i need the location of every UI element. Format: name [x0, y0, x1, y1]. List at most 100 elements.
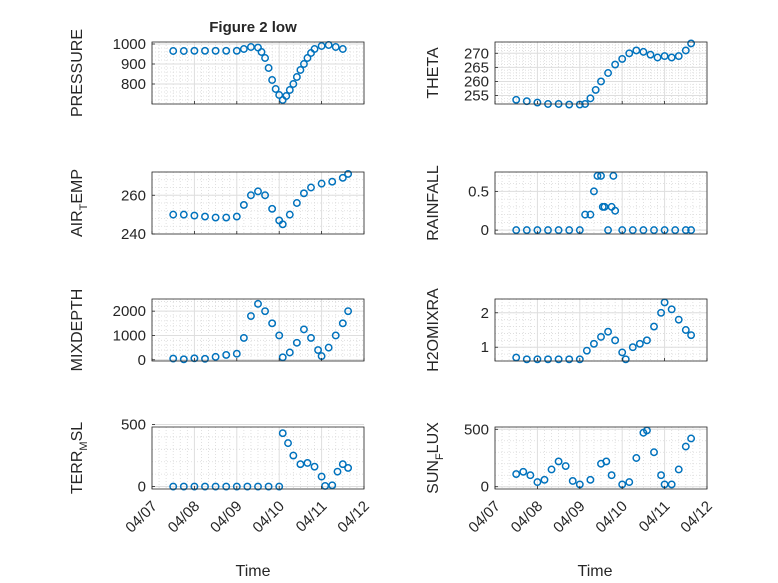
y-axis-label: MIXDEPTH [69, 289, 86, 372]
data-point [338, 173, 347, 182]
axes-box [151, 426, 365, 490]
data-point [602, 457, 611, 466]
data-point [650, 226, 658, 235]
axes-box [494, 426, 708, 490]
data-series [512, 298, 696, 364]
data-series [512, 426, 696, 489]
data-point [687, 331, 696, 340]
data-point [310, 45, 319, 53]
data-point [282, 92, 291, 100]
data-point [289, 80, 298, 88]
y-tick-label: 0 [138, 352, 146, 369]
data-point [593, 171, 602, 180]
data-point [565, 100, 574, 109]
axes-box [494, 41, 708, 105]
y-tick-label: 1 [481, 339, 489, 356]
data-point [201, 212, 209, 221]
data-point [190, 211, 199, 220]
data-point [642, 336, 651, 345]
data-series [169, 299, 353, 364]
data-point [589, 187, 598, 196]
data-point [190, 46, 199, 55]
data-point [299, 189, 308, 198]
data-point [169, 482, 178, 491]
axes-box [494, 171, 708, 235]
data-point [681, 326, 690, 334]
data-point [565, 226, 574, 235]
data-point [331, 331, 340, 340]
data-point [190, 354, 199, 363]
x-axis-label-right: Time [578, 563, 613, 580]
data-point [568, 477, 577, 485]
data-series [169, 41, 347, 104]
data-point [625, 49, 634, 58]
y-tick-label: 260 [121, 187, 146, 204]
data-point [533, 355, 542, 364]
data-point [639, 226, 648, 235]
data-point [317, 472, 326, 481]
data-point [650, 322, 658, 331]
y-tick-label: 265 [464, 59, 489, 76]
data-series [169, 169, 353, 229]
data-point [565, 355, 574, 364]
data-point [519, 467, 528, 476]
axes-box [151, 171, 365, 235]
data-point [264, 482, 273, 491]
data-point [303, 54, 312, 62]
data-point [333, 467, 342, 476]
data-point [264, 64, 273, 72]
data-point [338, 319, 347, 328]
data-point [222, 213, 231, 222]
data-point [190, 482, 199, 491]
data-point [581, 210, 590, 219]
data-point [292, 199, 301, 207]
data-point [681, 46, 690, 55]
data-point [307, 183, 315, 192]
data-point [639, 47, 648, 56]
data-point [650, 448, 658, 457]
y-axis-label: H2OMIXRA [425, 288, 442, 372]
data-point [526, 471, 535, 480]
data-point [179, 210, 188, 219]
y-tick-label: 500 [464, 421, 489, 438]
data-point [296, 460, 305, 469]
data-point [261, 307, 270, 316]
data-point [338, 460, 347, 469]
data-point [317, 179, 326, 188]
data-point [211, 46, 220, 55]
data-point [299, 325, 308, 334]
data-point [604, 69, 613, 77]
data-point [632, 454, 641, 462]
subplot-mixdepth: 0 1000 2000 MIXDEPTH [69, 289, 365, 372]
data-point [547, 465, 556, 474]
data-point [314, 346, 323, 355]
data-point [607, 471, 616, 480]
data-point [246, 191, 255, 200]
data-point [646, 50, 655, 59]
data-point [522, 226, 531, 235]
x-axis-label-left: Time [236, 563, 271, 580]
data-point [246, 312, 255, 320]
data-point [285, 86, 294, 94]
data-point [660, 52, 669, 61]
data-point [211, 352, 220, 361]
data-point [533, 478, 542, 487]
data-point [257, 48, 266, 56]
data-point [254, 299, 262, 308]
data-point [667, 305, 676, 314]
data-point [687, 226, 696, 235]
data-point [597, 171, 605, 180]
axes-box [151, 41, 365, 105]
data-point [201, 46, 209, 55]
y-tick-label: 0 [481, 222, 489, 239]
data-point [597, 332, 605, 341]
data-point [232, 46, 241, 55]
data-point [338, 45, 347, 53]
data-point [667, 53, 676, 62]
data-point [239, 45, 248, 53]
y-tick-label: 2000 [113, 303, 146, 320]
data-point [201, 354, 209, 363]
data-point [317, 42, 326, 50]
data-point [586, 94, 595, 103]
